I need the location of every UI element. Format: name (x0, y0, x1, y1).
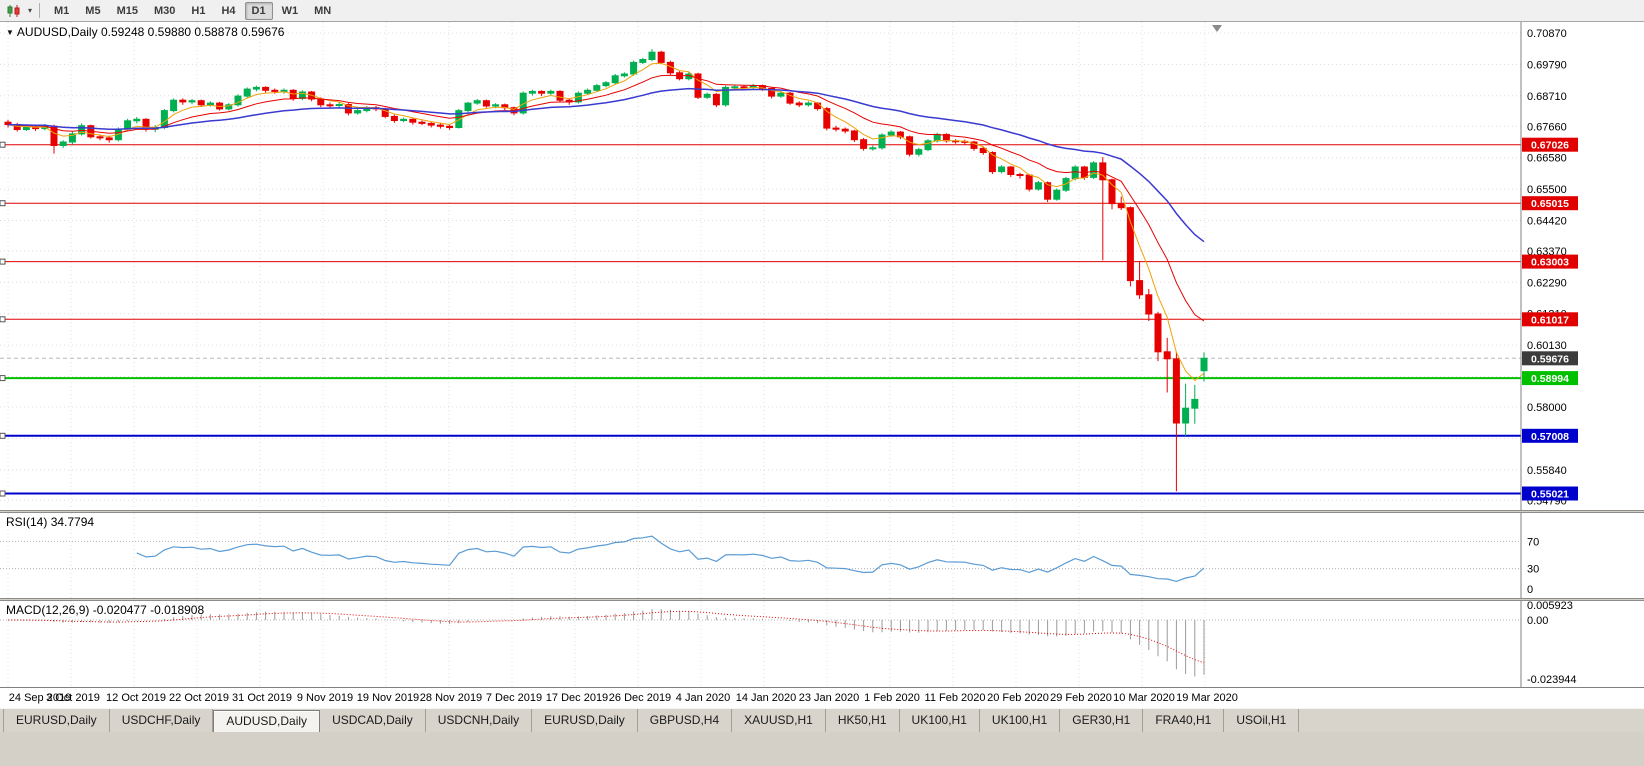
time-axis-label: 19 Mar 2020 (1176, 692, 1238, 704)
svg-text:0.58994: 0.58994 (1531, 373, 1569, 385)
timeframe-button-h4[interactable]: H4 (221, 4, 236, 17)
svg-text:0.005923: 0.005923 (1527, 601, 1573, 612)
svg-text:30: 30 (1527, 564, 1539, 576)
time-axis-label: 1 Feb 2020 (864, 692, 920, 704)
candlestick-chart-icon[interactable] (4, 3, 24, 19)
time-axis-label: 17 Dec 2019 (545, 692, 609, 704)
timeframe-button-m1[interactable]: M1 (54, 4, 70, 17)
chart-tab-gbpusd-h4[interactable]: GBPUSD,H4 (638, 709, 733, 732)
time-axis-label: 4 Jan 2020 (675, 692, 731, 704)
chart-tab-ger30-h1[interactable]: GER30,H1 (1060, 709, 1144, 732)
time-axis[interactable]: 24 Sep 2019 3 Oct 2019 12 Oct 2019 22 Oct 2… (0, 687, 1644, 708)
svg-text:0.62290: 0.62290 (1527, 277, 1567, 289)
time-axis-label: 28 Nov 2019 (419, 692, 483, 704)
chart-tab-hk50-h1[interactable]: HK50,H1 (826, 709, 900, 732)
chart-tab-usdcnh-daily[interactable]: USDCNH,Daily (426, 709, 533, 732)
time-axis-label: 23 Jan 2020 (798, 692, 860, 704)
time-axis-label: 11 Feb 2020 (924, 692, 986, 704)
svg-text:0.70870: 0.70870 (1527, 28, 1567, 40)
svg-text:0.67660: 0.67660 (1527, 121, 1567, 133)
time-axis-label: 22 Oct 2019 (169, 692, 229, 704)
time-axis-label: 20 Feb 2020 (987, 692, 1049, 704)
timeframe-buttons: M1 M5 M15 M30 H1 H4 D1 W1 MN (46, 1, 339, 20)
timeframe-button-w1[interactable]: W1 (281, 4, 299, 17)
svg-text:0.64420: 0.64420 (1527, 216, 1567, 228)
svg-text:-0.023944: -0.023944 (1527, 674, 1577, 686)
time-axis-label: 10 Mar 2020 (1113, 692, 1175, 704)
time-axis-label: 14 Jan 2020 (735, 692, 797, 704)
panel-splitter-1[interactable] (0, 510, 1644, 513)
chart-tab-usoil-h1[interactable]: USOil,H1 (1224, 709, 1300, 732)
svg-text:0.57008: 0.57008 (1531, 431, 1569, 443)
chevron-down-icon[interactable]: ▾ (28, 6, 33, 15)
svg-text:0.67026: 0.67026 (1531, 140, 1569, 152)
svg-text:0.61017: 0.61017 (1531, 314, 1569, 326)
top-toolbar: ▾ M1 M5 M15 M30 H1 H4 D1 W1 MN (0, 0, 1644, 22)
svg-text:0: 0 (1527, 584, 1533, 596)
time-axis-label: 12 Oct 2019 (106, 692, 166, 704)
candlestick-glyph (7, 4, 20, 17)
toolbar-separator (39, 3, 41, 18)
panel-splitter-2[interactable] (0, 598, 1644, 601)
svg-text:0.59676: 0.59676 (1531, 353, 1569, 365)
svg-text:0.65500: 0.65500 (1527, 184, 1567, 196)
chart-tab-audusd-daily[interactable]: AUDUSD,Daily (213, 710, 321, 732)
svg-text:70: 70 (1527, 536, 1539, 548)
svg-text:0.60130: 0.60130 (1527, 340, 1567, 352)
chart-tab-uk100-h1[interactable]: UK100,H1 (980, 709, 1061, 732)
time-axis-label: 26 Dec 2019 (608, 692, 672, 704)
chart-tab-eurusd-daily[interactable]: EURUSD,Daily (3, 709, 110, 732)
svg-text:0.68710: 0.68710 (1527, 91, 1567, 103)
timeframe-button-mn[interactable]: MN (314, 4, 332, 17)
time-axis-label: 3 Oct 2019 (46, 692, 100, 704)
svg-text:0.55021: 0.55021 (1531, 489, 1569, 501)
svg-text:0.66580: 0.66580 (1527, 153, 1567, 165)
chart-tab-usdcad-daily[interactable]: USDCAD,Daily (320, 709, 426, 732)
time-axis-label: 29 Feb 2020 (1050, 692, 1112, 704)
timeframe-button-m15[interactable]: M15 (116, 4, 138, 17)
svg-text:0.00: 0.00 (1527, 615, 1548, 627)
rsi-panel-canvas[interactable]: 70 30 0 (0, 513, 1644, 598)
svg-text:0.63003: 0.63003 (1531, 257, 1569, 269)
chart-window: 0.70870 0.69790 0.68710 0.67660 0.66580 0.655… (0, 22, 1644, 687)
macd-panel-canvas[interactable]: 0.005923 0.00 -0.023944 (0, 601, 1644, 687)
chart-tab-usdchf-daily[interactable]: USDCHF,Daily (110, 709, 214, 732)
chart-tabbar: EURUSD,Daily USDCHF,Daily AUDUSD,Daily USDC… (0, 708, 1644, 732)
timeframe-button-m5[interactable]: M5 (85, 4, 101, 17)
svg-text:0.65015: 0.65015 (1531, 198, 1569, 210)
chart-tab-uk100-h1[interactable]: UK100,H1 (900, 709, 980, 732)
time-axis-label: 7 Dec 2019 (485, 692, 543, 704)
bottom-filler (0, 732, 1644, 766)
time-axis-label: 9 Nov 2019 (296, 692, 354, 704)
chart-tab-eurusd-daily[interactable]: EURUSD,Daily (532, 709, 638, 732)
svg-text:0.58000: 0.58000 (1527, 402, 1567, 414)
price-axis[interactable] (1521, 22, 1644, 687)
time-axis-label: 19 Nov 2019 (356, 692, 420, 704)
main-chart-canvas[interactable]: 0.70870 0.69790 0.68710 0.67660 0.66580 0.655… (0, 22, 1644, 510)
svg-text:0.55840: 0.55840 (1527, 465, 1567, 477)
time-axis-label: 24 Sep 2019 (8, 692, 72, 704)
timeframe-button-h1[interactable]: H1 (191, 4, 206, 17)
time-axis-label: 31 Oct 2019 (232, 692, 292, 704)
chart-tab-xauusd-h1[interactable]: XAUUSD,H1 (732, 709, 826, 732)
timeframe-button-m30[interactable]: M30 (153, 4, 176, 17)
timeframe-button-d1[interactable]: D1 (244, 1, 273, 20)
chart-tab-fra40-h1[interactable]: FRA40,H1 (1143, 709, 1225, 732)
svg-text:0.69790: 0.69790 (1527, 59, 1567, 71)
